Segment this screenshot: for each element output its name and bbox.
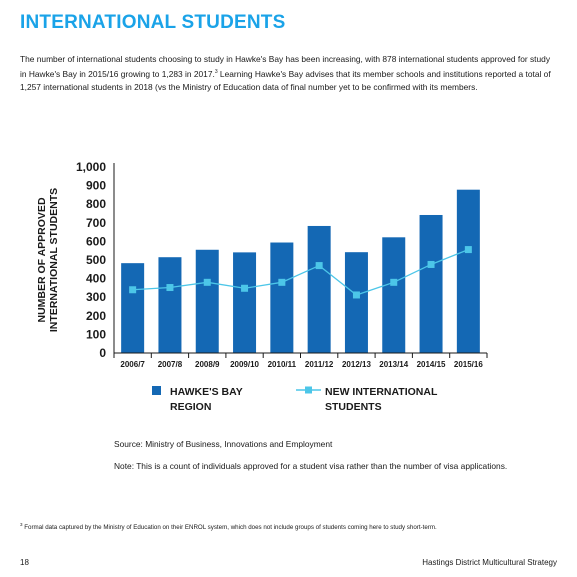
line-point	[315, 262, 323, 270]
note-text: Note: This is a count of individuals app…	[114, 461, 508, 471]
bar-series	[121, 189, 480, 353]
legend-line-marker	[305, 386, 312, 394]
bar	[307, 225, 331, 353]
bar	[382, 237, 406, 353]
y-tick-label: 200	[86, 309, 106, 323]
line-point	[203, 278, 211, 286]
x-tick-label: 2014/15	[417, 360, 446, 369]
line-point	[464, 246, 472, 254]
y-tick-label: 100	[86, 327, 106, 341]
series-line	[132, 248, 469, 296]
line-point	[129, 286, 137, 294]
bar	[158, 257, 182, 353]
x-tick-label: 2012/13	[342, 360, 371, 369]
bar	[121, 263, 145, 353]
line-point	[390, 278, 398, 286]
y-tick-label: 800	[86, 197, 106, 211]
x-tick-label: 2010/11	[268, 360, 297, 369]
x-tick-label: 2015/16	[454, 360, 483, 369]
y-axis-title: NUMBER OF APPROVEDINTERNATIONAL STUDENTS	[36, 188, 60, 332]
page-title: INTERNATIONAL STUDENTS	[20, 12, 286, 33]
source-text: Source: Ministry of Business, Innovation…	[114, 439, 333, 449]
bar	[344, 252, 368, 353]
bar	[270, 242, 294, 353]
intro-paragraph: The number of international students cho…	[20, 53, 556, 94]
intro-text-continued: Learning Hawke's Bay advises that its me…	[20, 68, 551, 92]
footnote: 3 Formal data captured by the Ministry o…	[20, 522, 437, 531]
y-tick-label: 0	[99, 346, 106, 360]
y-tick-label: 600	[86, 234, 106, 248]
footnote-ref: 3	[214, 69, 218, 75]
footnote-text: Formal data captured by the Ministry of …	[22, 524, 437, 532]
y-tick-label: 300	[86, 290, 106, 304]
x-tick-label: 2008/9	[195, 360, 220, 369]
x-tick-label: 2006/7	[120, 360, 145, 369]
intro-text: The number of international students cho…	[20, 54, 551, 79]
legend-bar-label-line2: REGION	[170, 401, 211, 413]
x-tick-label: 2007/8	[158, 360, 183, 369]
chart-legend: HAWKE'S BAY REGION NEW INTERNATIONAL STUDEN…	[152, 386, 438, 413]
x-tick-label: 2011/12	[305, 360, 334, 369]
bar	[456, 189, 480, 353]
page-number: 18	[20, 558, 29, 567]
x-axis-ticks: 2006/7 2007/8 2008/9 2009/10 2010/11 2011/12 2…	[120, 360, 483, 369]
y-axis-label: NUMBER OF APPROVEDINTERNATIONAL STUDENTS	[36, 188, 60, 332]
line-point	[278, 278, 286, 286]
y-axis-title-line2: INTERNATIONAL STUDENTS	[48, 188, 60, 332]
line-point	[427, 260, 435, 268]
line-point	[352, 291, 360, 299]
y-tick-label: 1,000	[76, 160, 106, 174]
footnote-marker: 3	[20, 522, 23, 527]
legend-line-label-line1: NEW INTERNATIONAL	[325, 386, 438, 398]
y-tick-label: 700	[86, 216, 106, 230]
bar	[195, 249, 219, 353]
y-tick-label: 900	[86, 179, 106, 193]
line-point	[166, 284, 174, 292]
line-series	[129, 246, 472, 299]
bar	[233, 252, 257, 353]
bar-line-chart: NUMBER OF APPROVEDINTERNATIONAL STUDENTS…	[36, 160, 488, 413]
legend-bar-label-line1: HAWKE'S BAY	[170, 386, 243, 398]
y-tick-label: 400	[86, 272, 106, 286]
footer-title: Hastings District Multicultural Strategy	[422, 558, 557, 567]
y-axis-ticks: 0 100 200 300 400 500 600 700 800 900 1,000	[76, 160, 106, 360]
legend-line-label-line2: STUDENTS	[325, 401, 382, 413]
legend-bar-swatch	[152, 386, 161, 395]
x-tick-label: 2009/10	[230, 360, 259, 369]
y-tick-label: 500	[86, 253, 106, 267]
line-point	[241, 284, 249, 292]
chart-axes	[113, 163, 488, 358]
x-tick-label: 2013/14	[379, 360, 408, 369]
y-axis-title-line1: NUMBER OF APPROVED	[36, 197, 48, 322]
bar	[419, 214, 443, 353]
